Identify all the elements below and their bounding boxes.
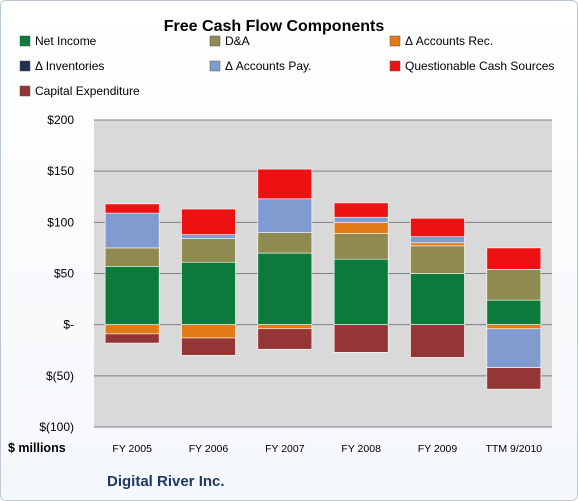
- chart-footer: Digital River Inc.: [107, 473, 225, 490]
- gridlines: [94, 119, 552, 428]
- bar-segment: [486, 367, 542, 390]
- legend-swatch: [209, 60, 221, 72]
- bar-segment: [333, 216, 389, 223]
- legend-item: Δ Inventories: [19, 59, 104, 73]
- legend-swatch: [19, 35, 31, 47]
- bar-segment: [410, 273, 465, 325]
- legend-swatch: [19, 85, 31, 97]
- legend-item: Capital Expenditure: [19, 84, 140, 98]
- legend-item: Questionable Cash Sources: [389, 59, 554, 73]
- bar-segment: [486, 269, 542, 301]
- bar-segment: [410, 236, 465, 244]
- bar-segment: [410, 242, 465, 247]
- x-category-label: FY 2008: [341, 443, 381, 455]
- bar-segment: [333, 222, 389, 234]
- bar-segment: [257, 324, 313, 330]
- bar-segment: [486, 247, 542, 270]
- y-tick-label: $100: [47, 215, 74, 229]
- bar-segment: [333, 258, 389, 325]
- bar-segment: [333, 233, 389, 260]
- bar-segment: [257, 328, 313, 350]
- bar-segment: [104, 324, 160, 335]
- bar-segment: [104, 203, 160, 214]
- y-tick-label: $(50): [46, 369, 74, 383]
- legend-label: Δ Inventories: [35, 59, 104, 73]
- legend-label: Net Income: [35, 34, 97, 48]
- legend-label: Δ Accounts Rec.: [405, 34, 493, 48]
- bar-segment: [257, 198, 313, 233]
- legend-label: Δ Accounts Pay.: [225, 59, 312, 73]
- x-axis-categories: FY 2005 FY 2006 FY 2007 FY 2008 FY 2009 TTM 9…: [112, 443, 542, 455]
- bar-segment: [181, 238, 236, 263]
- legend-item: Net Income: [19, 34, 97, 48]
- bar-segment: [410, 245, 465, 274]
- x-category-label: FY 2007: [265, 443, 305, 455]
- y-axis-ticks: $200 $150 $100 $50 $- $(50) $(100): [39, 113, 74, 434]
- legend-swatch: [209, 35, 221, 47]
- bar-segment: [486, 299, 542, 325]
- legend-item: D&A: [209, 34, 250, 48]
- x-category-label: TTM 9/2010: [486, 443, 543, 455]
- bar-segment: [181, 324, 236, 339]
- bars: [104, 168, 542, 390]
- bar-segment: [181, 208, 236, 235]
- x-category-label: FY 2005: [112, 443, 152, 455]
- bar-segment: [257, 252, 313, 325]
- bar-segment: [486, 324, 542, 330]
- legend-label: Questionable Cash Sources: [405, 59, 554, 73]
- y-tick-label: $150: [47, 164, 74, 178]
- y-tick-label: $(100): [39, 420, 74, 434]
- y-tick-label: $50: [54, 267, 74, 281]
- legend-swatch: [389, 60, 401, 72]
- legend: Net Income D&A Δ Accounts Rec. Δ Inventorie…: [19, 34, 554, 98]
- legend-swatch: [19, 60, 31, 72]
- bar-segment: [181, 337, 236, 356]
- x-category-label: FY 2006: [189, 443, 229, 455]
- bar-segment: [333, 202, 389, 218]
- legend-swatch: [389, 35, 401, 47]
- legend-item: Δ Accounts Rec.: [389, 34, 493, 48]
- bar-segment: [181, 234, 236, 240]
- bar-segment: [257, 232, 313, 254]
- bar-segment: [181, 261, 236, 325]
- bar-segment: [104, 212, 160, 249]
- bar-segment: [104, 247, 160, 267]
- bar-segment: [104, 266, 160, 325]
- bar-segment: [410, 324, 465, 358]
- legend-item: Δ Accounts Pay.: [209, 59, 312, 73]
- x-category-label: FY 2009: [418, 443, 458, 455]
- legend-label: Capital Expenditure: [35, 84, 140, 98]
- y-tick-label: $200: [47, 113, 74, 127]
- y-tick-label: $-: [63, 318, 74, 332]
- legend-label: D&A: [225, 34, 250, 48]
- bar-segment: [333, 324, 389, 353]
- bar-segment: [104, 333, 160, 344]
- chart-title: Free Cash Flow Components: [164, 18, 385, 35]
- bar-segment: [486, 328, 542, 368]
- bar-segment: [257, 168, 313, 200]
- unit-label: $ millions: [8, 441, 66, 455]
- bar-segment: [410, 217, 465, 237]
